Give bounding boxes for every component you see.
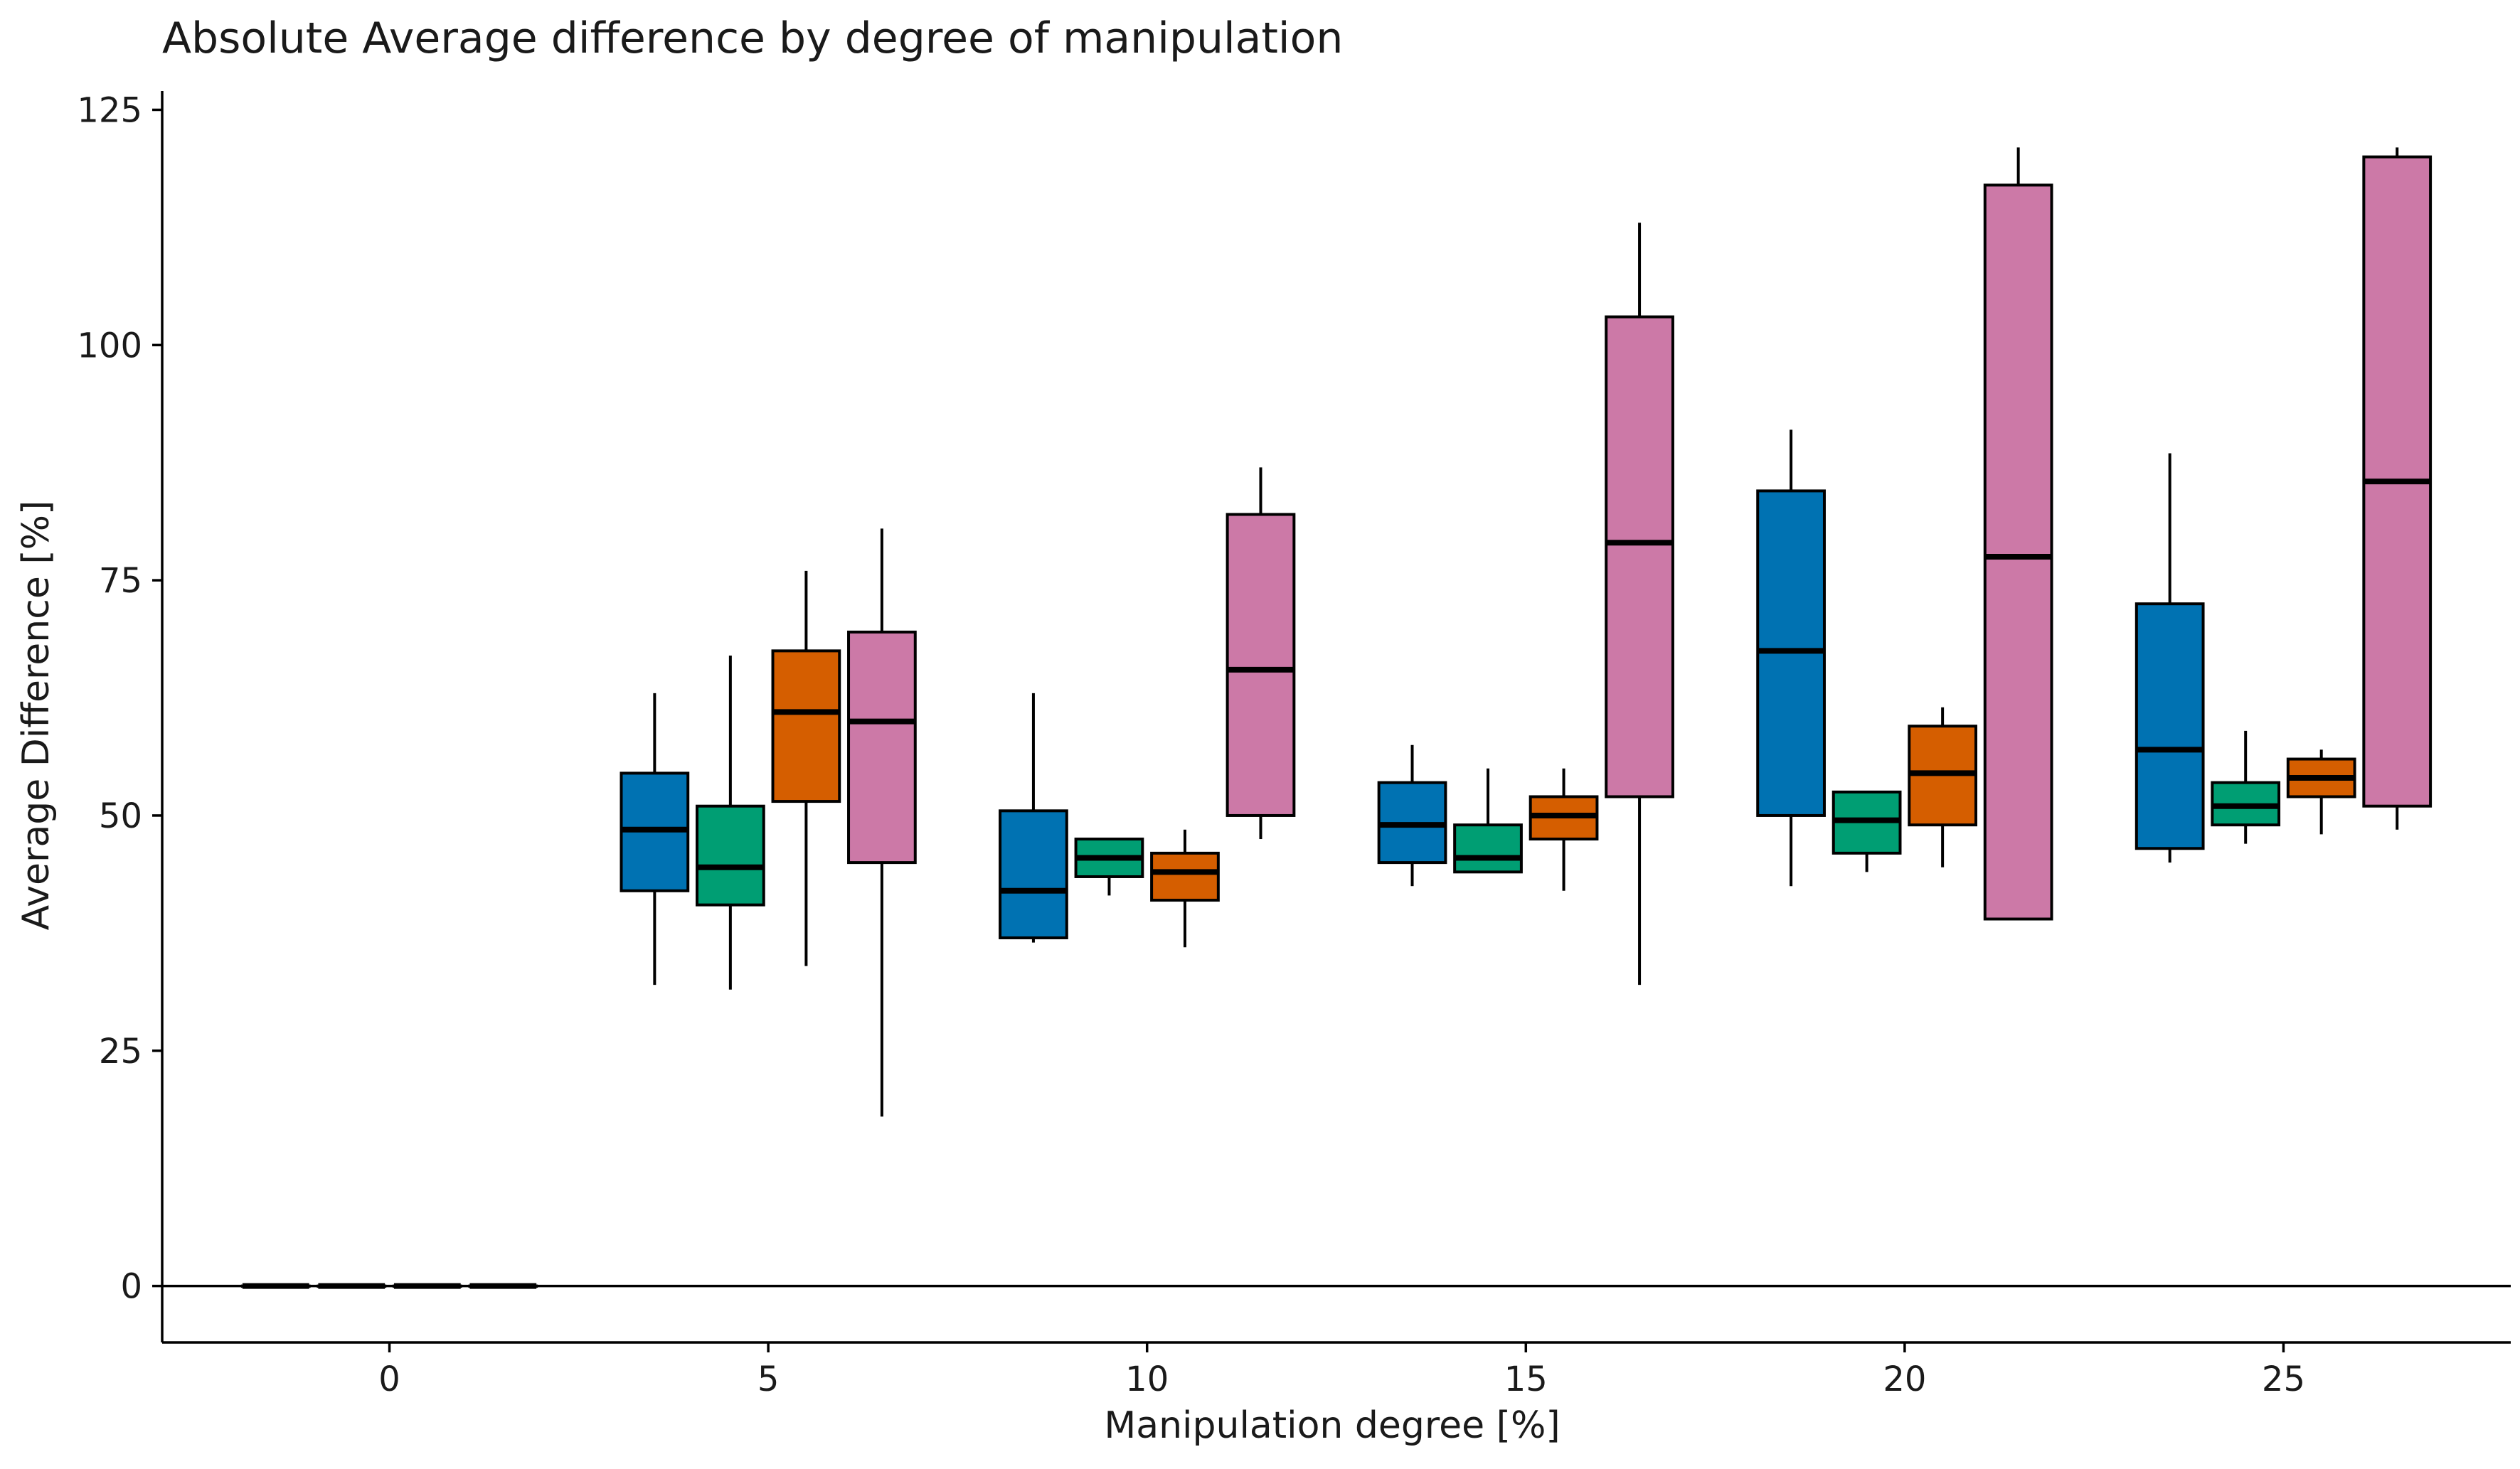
box-group bbox=[999, 693, 1068, 943]
x-tick-label: 20 bbox=[1883, 1360, 1926, 1399]
iqr-box bbox=[1226, 513, 1296, 817]
x-tick-label: 5 bbox=[757, 1360, 780, 1399]
box-group bbox=[1756, 429, 1826, 887]
y-axis-ticks: 0 25 50 75 100 125 bbox=[77, 90, 162, 1307]
box-group bbox=[2362, 147, 2433, 830]
box-group bbox=[771, 570, 841, 966]
box-group bbox=[1377, 744, 1447, 887]
box-group bbox=[2211, 730, 2281, 844]
y-tick-label: 125 bbox=[77, 90, 142, 130]
box-group bbox=[1074, 838, 1144, 896]
box-group bbox=[696, 655, 765, 990]
y-tick-label: 0 bbox=[120, 1267, 142, 1307]
box-group bbox=[1226, 467, 1296, 840]
box-group bbox=[620, 693, 690, 985]
x-axis-ticks: 0 5 10 15 20 25 bbox=[378, 1342, 2305, 1399]
iqr-box bbox=[2134, 602, 2205, 850]
box-group bbox=[1529, 768, 1599, 891]
box-group bbox=[1908, 707, 1977, 867]
y-tick-label: 25 bbox=[99, 1032, 142, 1072]
y-tick-label: 100 bbox=[77, 326, 142, 365]
iqr-box bbox=[771, 649, 841, 803]
y-tick-label: 75 bbox=[99, 561, 142, 601]
iqr-box bbox=[847, 630, 917, 865]
x-axis-title: Manipulation degree [%] bbox=[1104, 1404, 1560, 1447]
box-group bbox=[1150, 829, 1220, 948]
y-axis-title: Average Difference [%] bbox=[15, 501, 58, 931]
box-group bbox=[1605, 223, 1674, 985]
chart-title: Absolute Average difference by degree of… bbox=[162, 14, 1343, 63]
y-tick-label: 50 bbox=[99, 796, 142, 836]
x-tick-label: 15 bbox=[1504, 1360, 1548, 1399]
box-group bbox=[1453, 768, 1523, 874]
iqr-box bbox=[1453, 823, 1523, 874]
box-group bbox=[2286, 749, 2356, 835]
iqr-box bbox=[1605, 315, 1674, 798]
iqr-box bbox=[999, 809, 1068, 939]
box-group bbox=[2134, 453, 2205, 863]
x-tick-label: 10 bbox=[1125, 1360, 1169, 1399]
iqr-box bbox=[1150, 851, 1220, 902]
iqr-box bbox=[1983, 183, 2053, 921]
plot-marks bbox=[240, 147, 2433, 1289]
iqr-box bbox=[696, 804, 765, 907]
box-group bbox=[847, 528, 917, 1117]
box-group bbox=[1983, 147, 2053, 921]
box-group bbox=[1831, 790, 1902, 872]
x-tick-label: 25 bbox=[2262, 1360, 2305, 1399]
x-tick-label: 0 bbox=[378, 1360, 400, 1399]
